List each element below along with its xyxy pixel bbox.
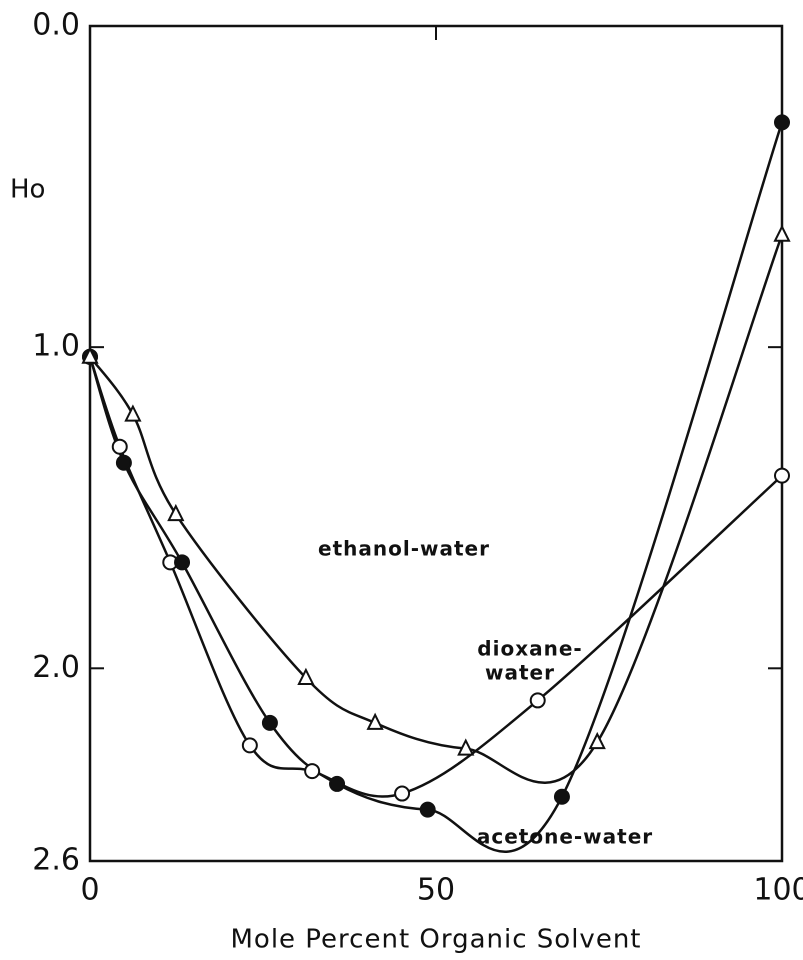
- annotation: dioxane-: [477, 637, 582, 661]
- marker: [419, 801, 436, 818]
- annotation: water: [485, 661, 555, 685]
- marker: [297, 667, 315, 685]
- marker: [174, 554, 191, 571]
- marker: [774, 114, 790, 131]
- fit-line: [88, 356, 783, 798]
- x-tick-label: 50: [417, 873, 455, 908]
- y-tick-label: 2.0: [32, 650, 80, 685]
- y-tick-label: 2.6: [32, 843, 80, 878]
- marker: [529, 692, 546, 709]
- marker: [124, 404, 142, 422]
- plot-frame: [88, 24, 784, 863]
- marker: [304, 763, 321, 780]
- marker: [167, 503, 185, 522]
- marker: [261, 714, 278, 731]
- marker: [241, 737, 258, 754]
- marker: [329, 775, 346, 792]
- x-tick-label: 100: [753, 873, 803, 908]
- x-tick-label: 0: [80, 873, 99, 908]
- annotation: ethanol-water: [318, 537, 490, 561]
- marker: [588, 731, 606, 750]
- marker: [111, 438, 128, 455]
- marker: [115, 454, 132, 471]
- y-tick-label: 0.0: [32, 8, 80, 43]
- y-tick-label: 1.0: [32, 329, 80, 364]
- marker: [457, 738, 475, 756]
- x-axis-label: Mole Percent Organic Solvent: [230, 925, 641, 955]
- marker: [773, 224, 791, 242]
- fit-line: [88, 234, 784, 784]
- marker: [366, 712, 384, 730]
- marker: [774, 467, 790, 484]
- annotation: acetone-water: [477, 825, 653, 849]
- y-axis-label: Ho: [10, 175, 45, 205]
- fit-line: [88, 121, 784, 853]
- marker: [553, 788, 570, 805]
- marker: [81, 346, 99, 364]
- marker: [394, 785, 411, 802]
